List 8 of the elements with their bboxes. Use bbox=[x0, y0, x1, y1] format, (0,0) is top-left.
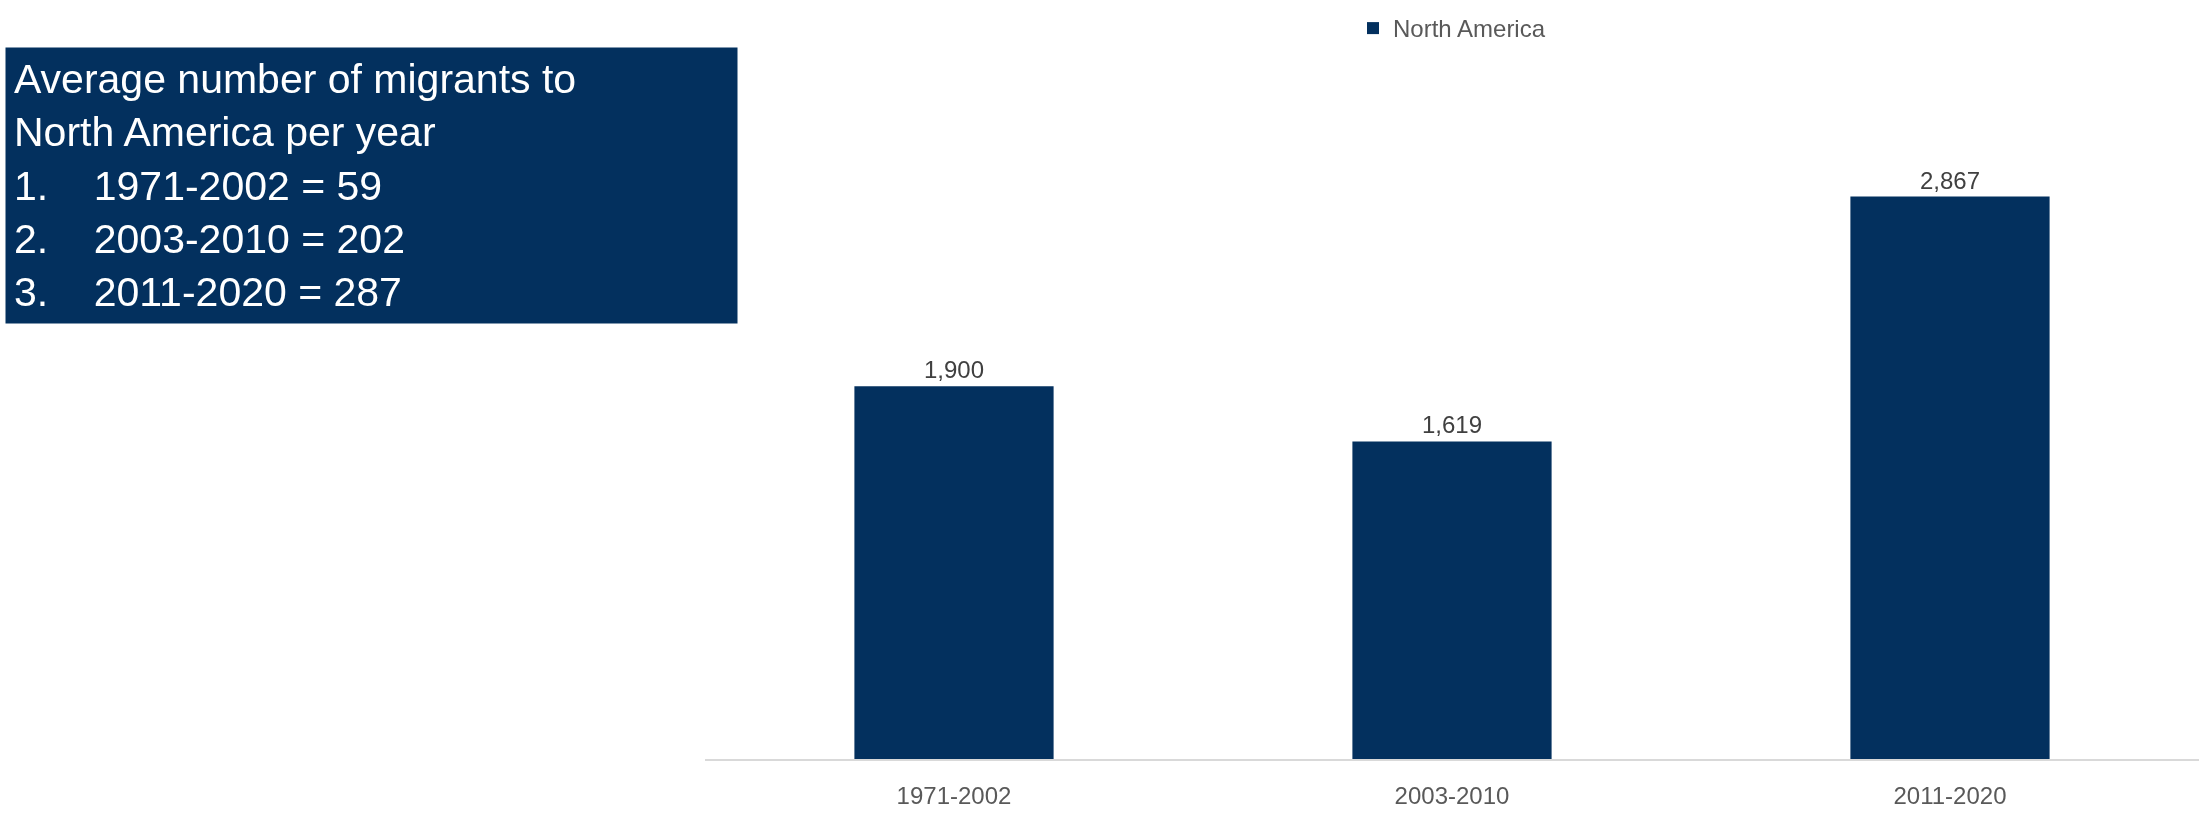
x-tick-label: 2011-2020 bbox=[1893, 781, 2007, 809]
data-label: 2,867 bbox=[1919, 166, 1981, 194]
legend-label: North America bbox=[1393, 15, 1546, 43]
text-box: Average number of migrants to North America per year 1. 1971-2002 = 59 2. 2003-2010 = 202 3. 2011-2020 = 287 bbox=[5, 47, 738, 324]
data-label: 1,619 bbox=[1421, 411, 1483, 439]
x-tick-label: 1971-2002 bbox=[896, 781, 1012, 809]
data-label: 1,900 bbox=[923, 356, 985, 384]
x-tick-label: 2003-2010 bbox=[1394, 781, 1510, 809]
